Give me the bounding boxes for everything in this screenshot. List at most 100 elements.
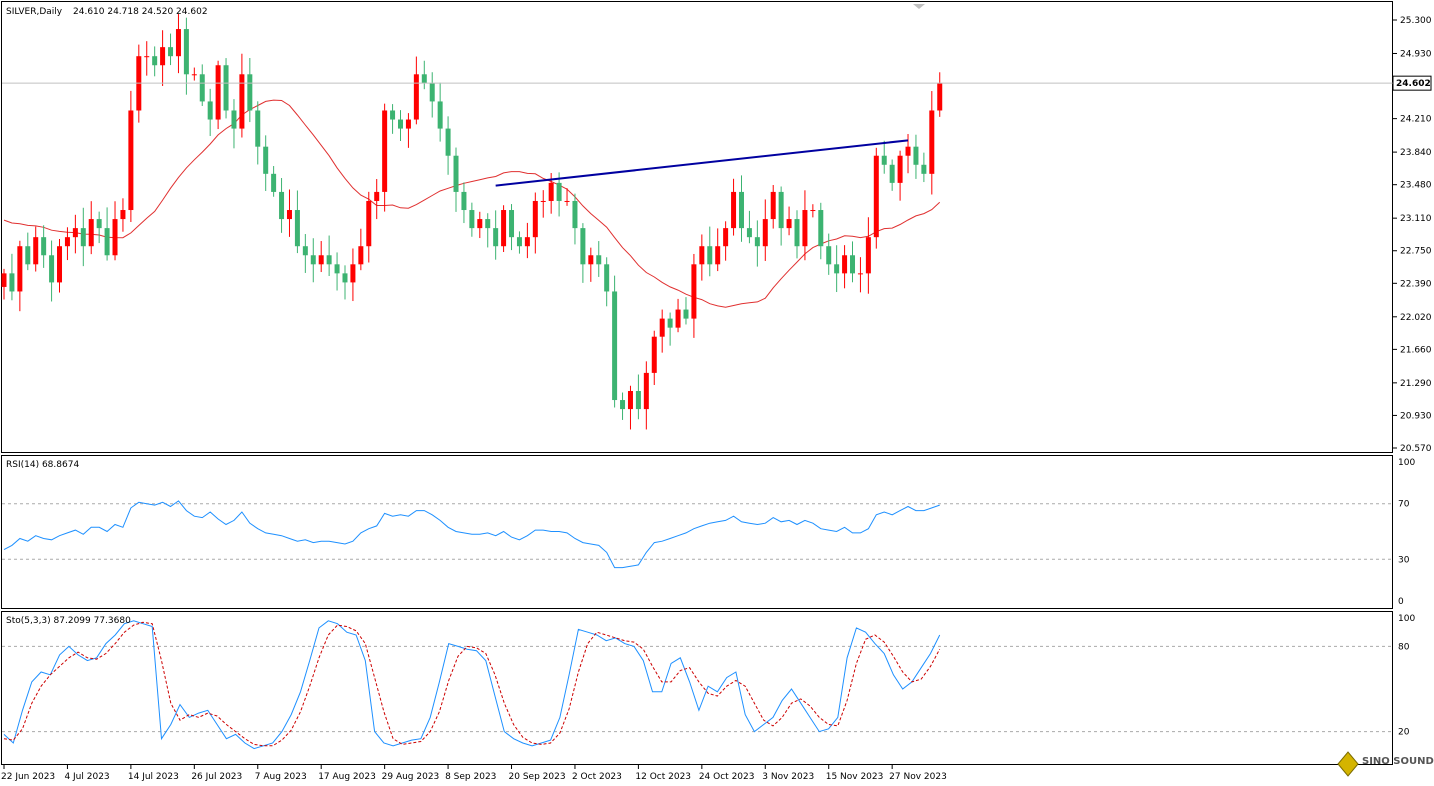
candle-body [842,255,848,274]
candle-body [64,237,70,247]
candle-body [548,182,554,201]
candle-body [485,219,491,229]
candle-body [310,255,316,265]
time-tick-label: 3 Nov 2023 [762,772,814,782]
price-tick-label: 22.750 [1400,247,1432,257]
candle-body [937,83,943,111]
candle-body [366,200,372,247]
price-tick-label: 23.480 [1400,181,1432,191]
candle-body [667,318,673,328]
candle-body [929,110,935,174]
candle-body [532,200,538,238]
candle-body [786,219,792,229]
trendline[interactable] [495,139,909,187]
candle-body [818,210,824,247]
current-price-line: 24.602 [2,75,1432,91]
candle-body [477,219,483,229]
price-tick-label: 23.110 [1400,214,1432,224]
candle-body [17,246,23,292]
sto-tick-label: 100 [1398,614,1415,624]
candle-body [516,237,522,247]
candle-body [572,200,578,229]
candle-body [96,219,102,229]
candle-body [429,83,435,102]
candle-body [604,264,610,292]
time-axis: 22 Jun 2023 4 Jul 2023 14 Jul 2023 26 Jul 2… [1,765,947,782]
candle-body [913,146,919,165]
candle-body [857,273,863,275]
candle-body [651,336,657,373]
candle-body [643,372,649,410]
sto-tick-label: 20 [1398,728,1410,738]
candle-body [461,191,467,211]
candle-body [358,246,364,265]
price-tick-label: 22.020 [1400,313,1432,323]
candle-body [723,228,729,247]
candle-body [398,119,403,129]
candle-body [921,164,927,174]
candle-body [255,110,261,147]
candle-body [144,56,150,58]
time-tick-label: 20 Sep 2023 [509,772,566,782]
candle-body [612,291,618,401]
candle-body [493,228,499,247]
candle-body [524,237,530,247]
candle-body [326,255,332,265]
price-pane-title: SILVER,Daily 24.610 24.718 24.520 24.602 [6,7,208,17]
shift-marker-icon[interactable] [913,4,925,9]
candle-body [445,128,451,156]
candle-body [25,246,31,265]
candle-body [738,191,744,229]
rsi-tick-label: 0 [1398,597,1404,607]
time-tick-label: 24 Oct 2023 [699,772,755,782]
candle-body [279,191,285,220]
candle-body [231,110,237,129]
candle-body [199,74,205,102]
rsi-tick-label: 100 [1398,458,1415,468]
candle-body [112,219,118,256]
candle-body [342,273,348,283]
candle-body [334,264,340,274]
time-tick-label: 14 Jul 2023 [128,772,179,782]
ma-line [3,99,941,308]
rsi-pane-frame [1,455,1393,609]
candle-body [382,110,388,192]
candle-body [778,191,784,229]
candle-body [675,309,681,328]
candle-body [762,219,768,247]
candle-body [794,219,800,247]
time-tick-label: 2 Oct 2023 [572,772,622,782]
candle-body [421,74,427,84]
time-tick-label: 26 Jul 2023 [191,772,242,782]
candle-body [294,210,300,247]
candle-body [746,228,752,238]
candle-body [239,74,245,129]
candle-body [580,228,586,265]
candle-body [770,191,776,220]
candle-body [9,273,15,292]
candle-body [1,273,7,287]
time-tick-label: 27 Nov 2023 [889,772,947,782]
candle-body [413,74,419,120]
candle-body [41,237,47,256]
candle-body [802,210,808,247]
candle-body [850,255,856,274]
price-tick-label: 21.660 [1400,345,1432,355]
candle-body [215,65,221,120]
candle-body [469,210,475,229]
trendline-line [495,139,909,187]
candle-body [810,210,816,212]
candle-body [160,47,166,66]
price-tick-label: 20.570 [1400,444,1432,454]
candle-body [509,210,515,238]
pane-frames [1,1,1393,765]
rsi-line [3,500,940,569]
svg-text:SINO SOUND: SINO SOUND [1362,756,1434,767]
price-pane-frame [1,1,1393,453]
candle-body [350,264,356,283]
candle-body [49,255,55,283]
candle-body [374,191,380,201]
time-tick-label: 8 Sep 2023 [445,772,496,782]
candles [1,13,943,430]
